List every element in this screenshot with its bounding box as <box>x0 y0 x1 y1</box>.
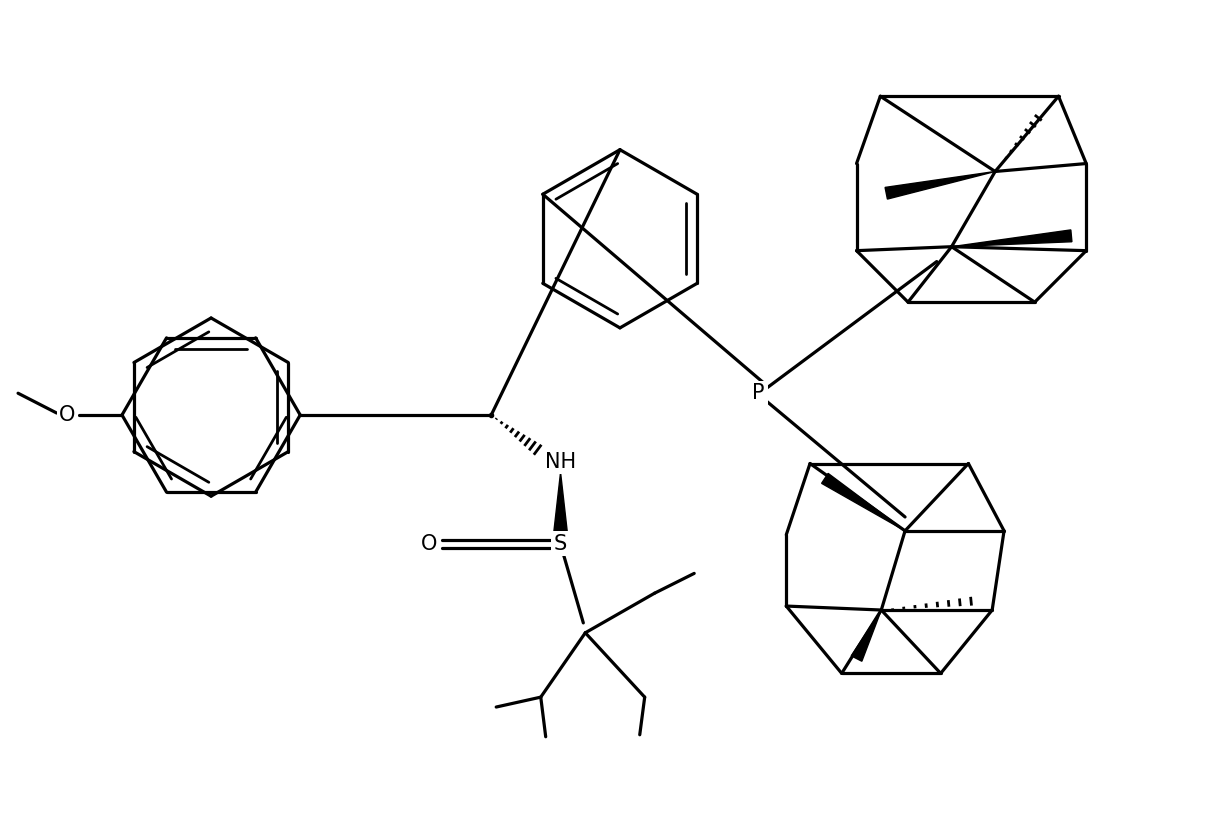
Text: NH: NH <box>545 452 576 471</box>
Text: S: S <box>554 534 567 554</box>
Polygon shape <box>886 172 995 199</box>
Text: O: O <box>59 405 76 425</box>
Polygon shape <box>822 473 905 531</box>
Text: NH: NH <box>545 452 576 471</box>
Text: P: P <box>753 383 765 403</box>
Polygon shape <box>851 610 882 662</box>
Text: P: P <box>753 383 765 403</box>
Text: O: O <box>421 534 437 554</box>
Polygon shape <box>554 472 567 534</box>
Text: O: O <box>59 405 76 425</box>
Text: S: S <box>554 534 567 554</box>
Text: O: O <box>421 534 437 554</box>
Polygon shape <box>952 230 1071 247</box>
